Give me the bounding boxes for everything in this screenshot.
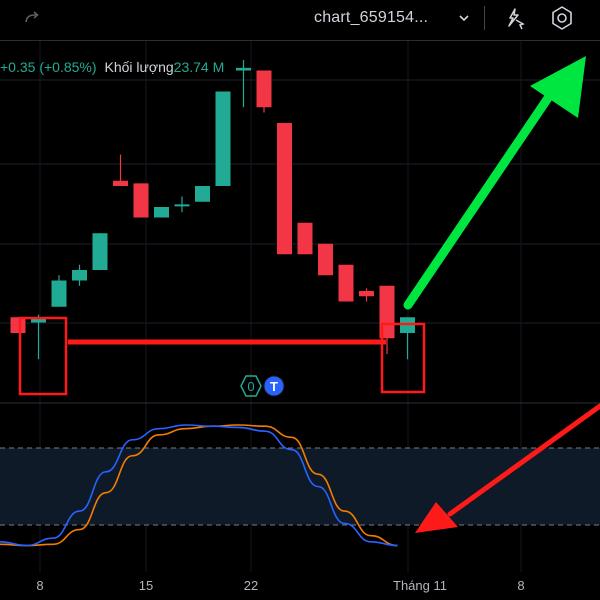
- candle-body: [338, 264, 354, 302]
- candle-body: [51, 280, 67, 307]
- redo-icon[interactable]: [22, 0, 42, 36]
- annotations: [18, 56, 600, 533]
- candle-body: [133, 183, 149, 218]
- red-arrow-down: [415, 403, 600, 533]
- earnings-badge-label: T: [270, 379, 278, 394]
- green-arrow-up: [403, 56, 586, 310]
- volume-value: 23.74 M: [173, 59, 225, 75]
- candle-15: [318, 243, 333, 276]
- candle-11: [236, 60, 251, 108]
- green-arrow-head: [530, 56, 586, 118]
- topbar-divider: [0, 40, 600, 41]
- red-arrow-head: [415, 502, 458, 533]
- stoch-k-line: [0, 424, 398, 547]
- candle-body: [256, 70, 272, 108]
- red-arrow-shaft: [447, 403, 600, 517]
- top-bar: chart_659154...: [0, 0, 600, 40]
- candle-1: [31, 314, 46, 360]
- event-badges[interactable]: 0 T: [240, 375, 285, 397]
- chart-name-button[interactable]: chart_659154...: [314, 0, 428, 36]
- candle-body: [215, 91, 231, 186]
- candle-4: [92, 233, 108, 270]
- candle-9: [195, 186, 210, 202]
- candle-5: [113, 154, 128, 186]
- x-tick-label: 8: [36, 578, 43, 593]
- candle-body: [72, 270, 87, 281]
- candle-3: [72, 264, 87, 286]
- candle-body: [297, 222, 313, 255]
- candle-14: [297, 222, 313, 255]
- candle-body: [113, 180, 128, 186]
- candle-body: [174, 204, 190, 207]
- candle-7: [154, 207, 169, 218]
- earnings-badge[interactable]: T: [263, 375, 285, 397]
- chevron-down-icon[interactable]: [458, 0, 470, 36]
- candle-8: [174, 196, 190, 213]
- oscillator-band: [0, 448, 600, 525]
- stoch-d-line: [0, 424, 398, 547]
- candle-2: [51, 275, 67, 307]
- candle-body: [277, 123, 292, 255]
- dividend-badge[interactable]: 0: [240, 375, 262, 397]
- marker-box-left: [18, 316, 68, 396]
- dividend-badge-label: 0: [247, 379, 254, 394]
- candle-body: [154, 207, 169, 218]
- x-axis: 8 15 22 Tháng 11 8: [36, 578, 524, 593]
- candle-10: [215, 91, 231, 186]
- candle-0: [10, 317, 26, 333]
- candle-12: [256, 70, 272, 113]
- candle-body: [236, 67, 251, 71]
- green-arrow-shaft: [403, 93, 553, 310]
- candle-body: [92, 233, 108, 270]
- x-tick-label: 8: [517, 578, 524, 593]
- x-tick-label: 22: [244, 578, 258, 593]
- candle-body: [318, 243, 333, 276]
- candle-body: [31, 317, 46, 323]
- candle-body: [195, 186, 210, 202]
- candle-body: [359, 291, 374, 297]
- lightning-cursor-icon[interactable]: [500, 0, 528, 36]
- chart-name-label: chart_659154...: [314, 9, 429, 26]
- marker-box-right: [380, 322, 426, 394]
- candle-6: [133, 183, 149, 218]
- gear-hexagon-icon[interactable]: [548, 0, 576, 36]
- toolbar-separator: [484, 6, 485, 30]
- oscillator-lines: [0, 424, 398, 547]
- candle-16: [338, 264, 354, 302]
- candle-17: [359, 288, 374, 302]
- candles: [10, 60, 415, 360]
- x-tick-label: Tháng 11: [393, 578, 447, 593]
- x-tick-label: 15: [139, 578, 153, 593]
- candle-13: [277, 123, 292, 255]
- volume-label: Khối lượng: [104, 59, 174, 75]
- legend: +0.35 (+0.85%) Khối lượng 23.74 M: [0, 58, 224, 76]
- candle-body: [10, 317, 26, 333]
- price-change: +0.35 (+0.85%): [0, 59, 97, 75]
